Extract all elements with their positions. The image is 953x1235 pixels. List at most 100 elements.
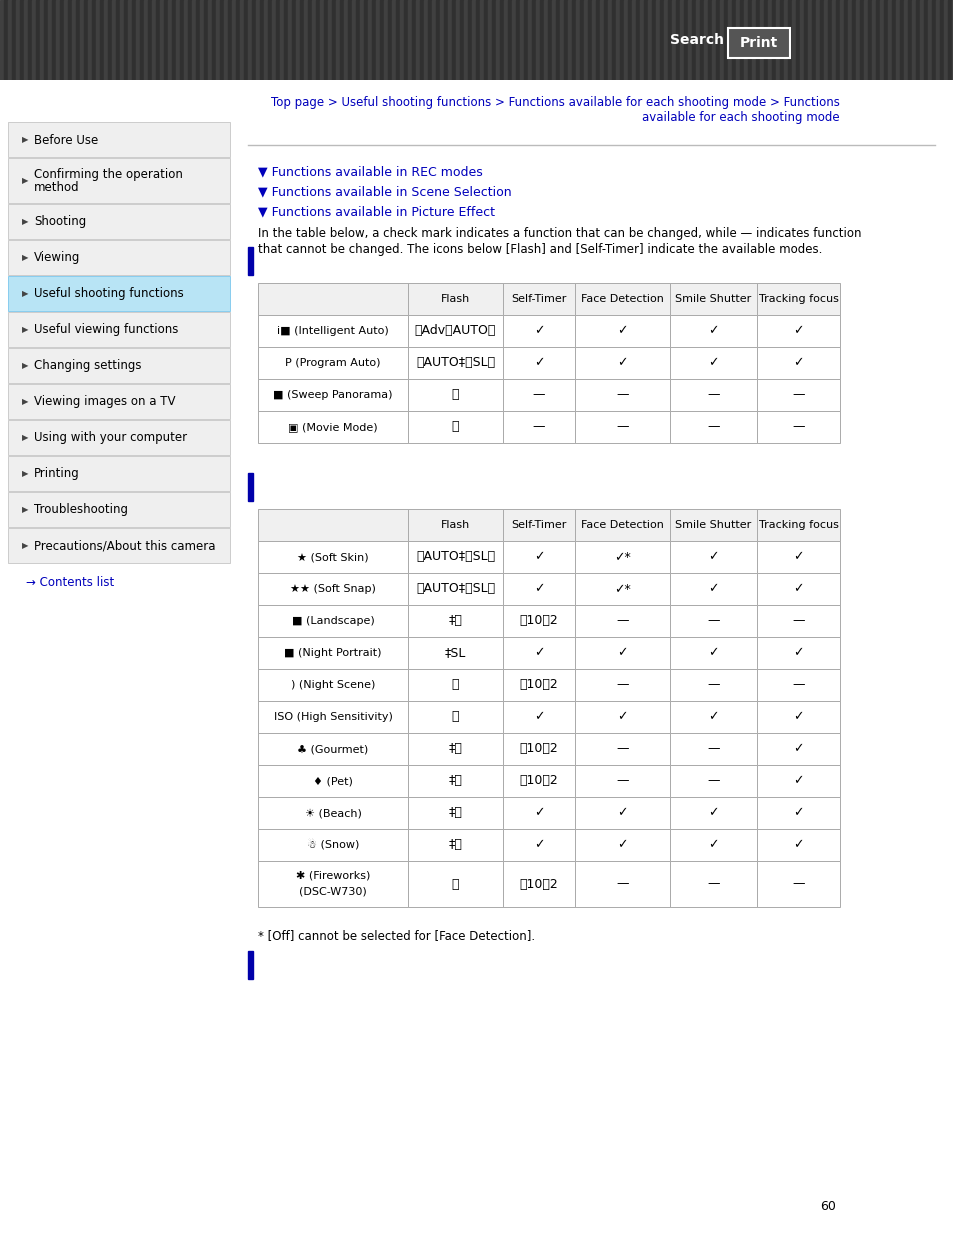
Bar [48,0,52,80]
Bar [623,0,627,80]
Bar [299,0,304,80]
Text: ■ (Landscape): ■ (Landscape) [292,616,374,626]
Bar [8,0,12,80]
Bar [536,0,539,80]
Text: —: — [616,878,628,890]
Text: ✓: ✓ [533,551,543,563]
Text: ✓: ✓ [617,710,627,724]
Text: ▼ Functions available in REC modes: ▼ Functions available in REC modes [257,165,482,178]
Bar [552,0,556,80]
Bar [408,283,502,315]
Bar [28,0,32,80]
Bar [855,0,859,80]
Bar [452,0,456,80]
Bar [228,0,232,80]
Bar [423,0,428,80]
Text: ‡Ⓢ: ‡Ⓢ [448,839,462,851]
Text: Search: Search [669,33,723,47]
Bar [895,0,899,80]
Bar [935,0,939,80]
Bar [539,0,543,80]
Text: ✓: ✓ [617,806,627,820]
Bar [502,861,575,906]
Bar [232,0,235,80]
Bar [96,0,100,80]
Bar [292,0,295,80]
Bar [519,0,523,80]
Bar [691,0,696,80]
Text: —: — [616,742,628,756]
Text: ⌒10⌒2: ⌒10⌒2 [519,742,558,756]
Bar [112,0,116,80]
Bar [104,0,108,80]
Bar [339,0,344,80]
Bar [144,0,148,80]
Bar [669,861,757,906]
Bar [575,861,669,906]
Bar [716,0,720,80]
Bar [711,0,716,80]
Text: Shooting: Shooting [34,215,86,228]
Bar [760,0,763,80]
Text: ✓: ✓ [533,325,543,337]
Bar [669,509,757,541]
Text: —: — [616,774,628,788]
Bar [408,347,502,379]
Text: ✓*: ✓* [614,551,630,563]
Bar [240,0,244,80]
Bar [392,0,395,80]
Bar [669,734,757,764]
Bar [879,0,883,80]
Bar [659,0,663,80]
Bar [757,669,840,701]
Text: —: — [532,389,545,401]
Text: Useful shooting functions: Useful shooting functions [34,288,184,300]
Bar [867,0,871,80]
Bar [639,0,643,80]
Bar [891,0,895,80]
Text: Face Detection: Face Detection [580,294,663,304]
Bar [184,0,188,80]
Bar [543,0,547,80]
Text: ✓: ✓ [792,325,803,337]
Bar [669,379,757,411]
Bar [923,0,927,80]
Bar [669,829,757,861]
Text: Changing settings: Changing settings [34,359,141,373]
Bar [899,0,903,80]
Bar [757,315,840,347]
Bar [669,573,757,605]
Bar [257,669,408,701]
Bar [863,0,867,80]
Text: ★ (Soft Skin): ★ (Soft Skin) [297,552,369,562]
Bar [448,0,452,80]
Bar [355,0,359,80]
Text: ▶: ▶ [22,505,29,515]
Text: ✓: ✓ [533,710,543,724]
Bar [757,541,840,573]
Bar [235,0,240,80]
Bar [76,0,80,80]
Text: ‡SL: ‡SL [444,646,466,659]
Text: ‡Ⓢ: ‡Ⓢ [448,774,462,788]
Bar [700,0,703,80]
Bar [180,0,184,80]
Bar [575,701,669,734]
Bar [871,0,875,80]
Bar [8,158,230,203]
Text: Before Use: Before Use [34,133,98,147]
Bar [268,0,272,80]
Text: —: — [791,878,804,890]
Bar [575,829,669,861]
Text: —: — [791,615,804,627]
Bar [4,0,8,80]
Text: ▼ Functions available in Picture Effect: ▼ Functions available in Picture Effect [257,205,495,219]
Bar [257,379,408,411]
Bar [669,347,757,379]
Text: ✓: ✓ [533,806,543,820]
Bar [669,541,757,573]
Bar [669,411,757,443]
Bar [502,797,575,829]
Bar [943,0,947,80]
Bar [783,0,787,80]
